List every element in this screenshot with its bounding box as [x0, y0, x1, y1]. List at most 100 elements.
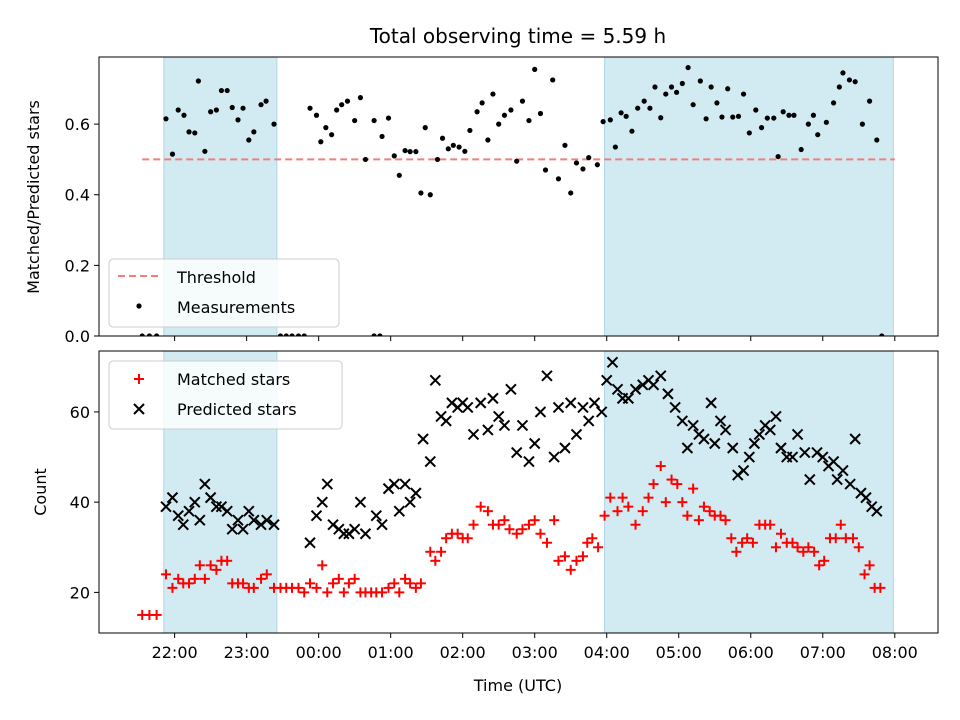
matched-star-point	[248, 582, 259, 593]
x-axis-label: Time (UTC)	[473, 676, 562, 695]
measurement-point	[277, 333, 284, 336]
predicted-star-point	[669, 401, 681, 414]
matched-star-point	[499, 515, 510, 526]
matched-star-point	[238, 578, 249, 589]
predicted-star-point	[338, 528, 350, 540]
predicted-star-point	[737, 464, 750, 477]
measurement-point	[283, 333, 289, 336]
predicted-star-point	[210, 500, 223, 513]
measurement-point	[418, 190, 424, 196]
matched-star-point	[715, 510, 726, 521]
matched-star-point	[173, 573, 184, 584]
measurement-point	[396, 172, 402, 178]
measurement-point	[764, 115, 770, 121]
matched-star-point	[328, 578, 339, 589]
predicted-star-point	[505, 383, 517, 396]
measurement-point	[714, 100, 720, 106]
matched-star-point	[405, 578, 416, 589]
measurement-point	[186, 129, 192, 135]
measurement-point	[798, 146, 804, 153]
measurement-point	[445, 146, 451, 152]
matched-star-point	[655, 461, 666, 472]
measurement-point	[192, 130, 198, 136]
measurement-point	[496, 121, 502, 127]
x-tick-label: 05:00	[656, 643, 702, 662]
matched-star-point	[593, 542, 604, 553]
measurement-point	[474, 109, 480, 115]
matched-star-point	[704, 506, 715, 517]
matched-star-point	[660, 497, 671, 508]
axes-frame	[98, 350, 939, 634]
measurement-point	[413, 149, 419, 155]
measurement-point	[690, 102, 696, 108]
measurement-point	[647, 105, 653, 111]
predicted-star-point	[764, 424, 776, 436]
measurement-point	[810, 112, 817, 118]
predicted-star-point	[226, 523, 238, 535]
matched-star-point	[468, 519, 479, 530]
predicted-star-point	[748, 437, 761, 450]
measurement-point	[379, 133, 385, 140]
measurement-point	[740, 91, 747, 97]
measurement-point	[139, 333, 145, 336]
measurement-point	[780, 109, 786, 115]
predicted-star-point	[516, 419, 529, 432]
measurement-point	[568, 190, 574, 196]
predicted-star-point	[410, 487, 422, 499]
predicted-star-point	[844, 478, 856, 490]
measurement-point	[594, 162, 600, 168]
measurement-point	[618, 110, 624, 116]
predicted-star-point	[534, 406, 547, 418]
measurement-point	[377, 333, 383, 336]
matched-star-point	[261, 569, 272, 580]
measurement-point	[859, 121, 865, 127]
measurement-point	[208, 109, 214, 115]
predicted-star-point	[243, 505, 255, 517]
predicted-star-point	[268, 519, 280, 531]
measurement-point	[612, 144, 618, 150]
x-tick-label: 01:00	[368, 643, 414, 662]
matched-star-point	[222, 555, 233, 566]
predicted-star-point	[172, 509, 184, 522]
predicted-star-point	[474, 397, 487, 409]
matched-star-point	[504, 524, 515, 535]
measurement-point	[532, 66, 538, 72]
measurement-point	[836, 84, 842, 90]
matched-star-point	[830, 533, 841, 544]
measurement-point	[258, 102, 264, 108]
predicted-star-point	[577, 401, 589, 414]
measurement-point	[357, 95, 364, 101]
top-panel: 0.0 0.2 0.4 0.6 Threshold Measurements	[65, 56, 939, 346]
matched-star-point	[776, 528, 787, 539]
matched-star-point	[693, 515, 704, 526]
measurement-point	[550, 77, 556, 83]
measurement-point	[329, 132, 335, 138]
matched-star-point	[377, 587, 388, 598]
matched-star-point	[617, 492, 628, 503]
predicted-star-point	[310, 509, 323, 522]
matched-star-point	[688, 483, 699, 494]
matched-star-point	[605, 492, 616, 503]
measurement-point	[730, 114, 736, 120]
matched-star-point	[612, 506, 623, 517]
predicted-star-point	[837, 464, 849, 477]
axes-frame	[98, 56, 939, 337]
measurement-point	[791, 112, 797, 118]
measurement-point	[663, 91, 669, 97]
matched-star-point	[637, 506, 648, 517]
measurement-point	[786, 112, 792, 118]
matched-star-point	[549, 515, 560, 526]
predicted-star-point	[393, 505, 406, 517]
measurement-point	[362, 156, 369, 163]
matched-star-point	[587, 533, 598, 544]
matched-star-point	[535, 528, 546, 539]
matched-star-point	[189, 573, 200, 584]
matched-star-point	[333, 573, 344, 584]
y-tick-label: 0.6	[65, 115, 90, 134]
matched-star-point	[742, 533, 753, 544]
predicted-star-point	[487, 392, 499, 405]
predicted-star-point	[804, 473, 816, 486]
measurement-point	[240, 105, 246, 111]
measurement-point	[555, 176, 562, 182]
measurement-point	[485, 137, 491, 143]
